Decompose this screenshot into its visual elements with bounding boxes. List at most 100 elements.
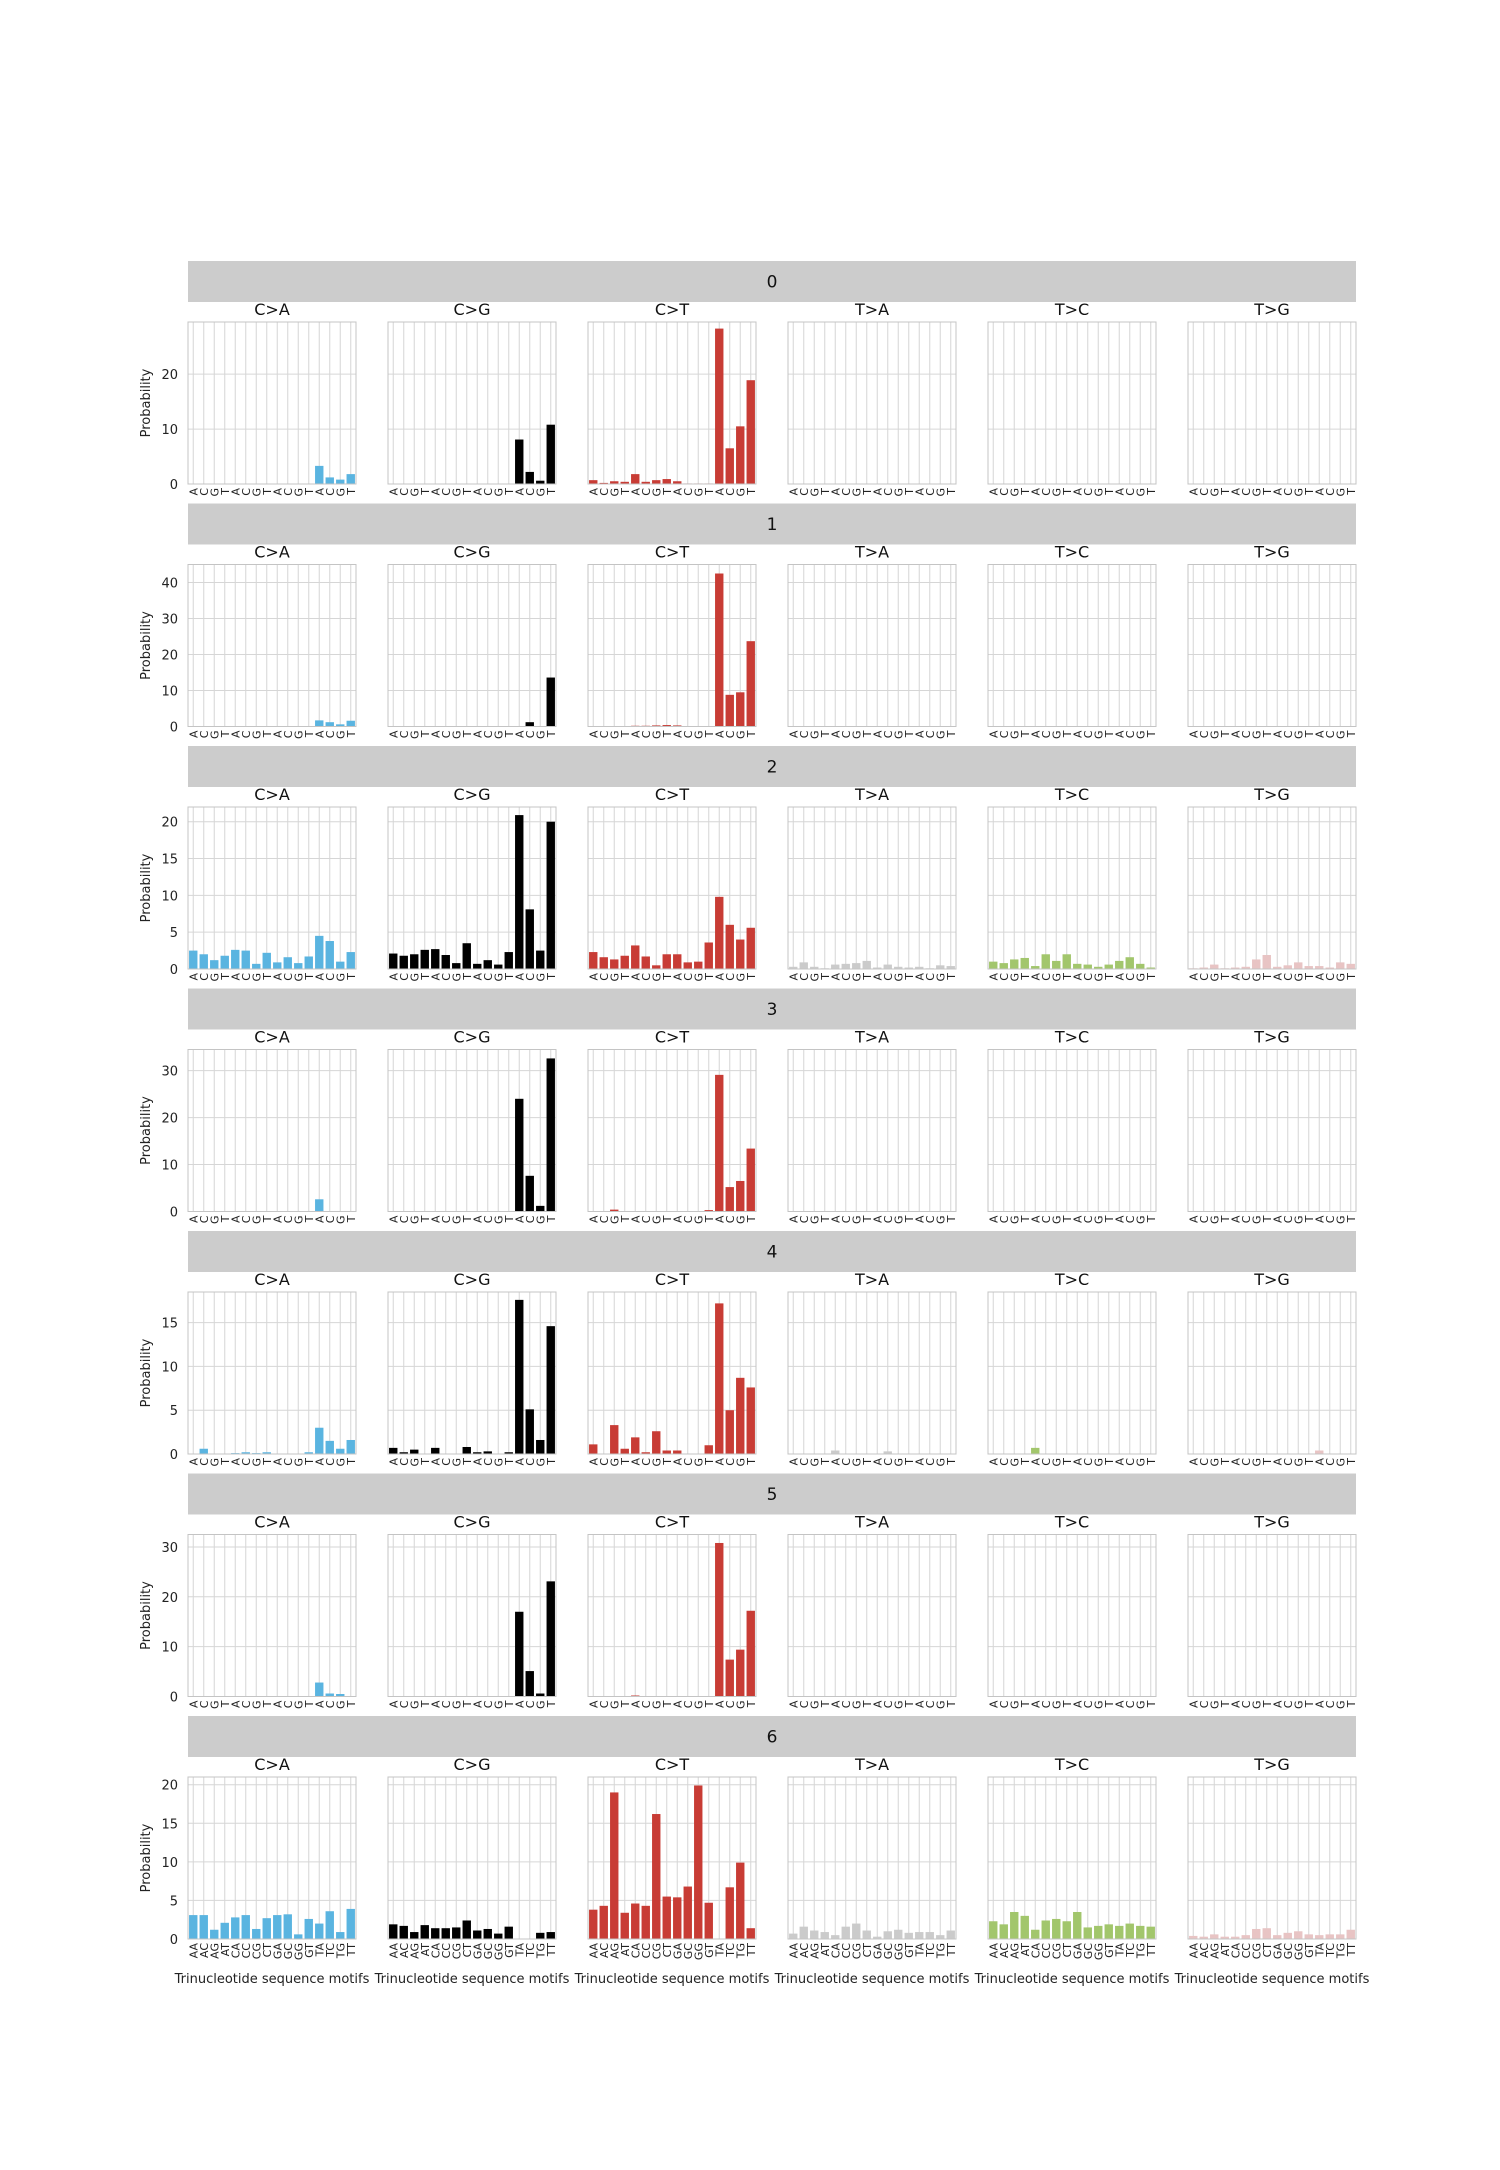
bar-C>G-GT: [504, 1452, 513, 1454]
x-tick-label: A: [229, 1215, 242, 1223]
panel-frame: [987, 1049, 1157, 1212]
x-tick-label: C: [1324, 1700, 1337, 1708]
x-tick-label: C: [398, 973, 411, 981]
panel-frame: [1187, 321, 1357, 485]
x-tick-label: T: [303, 1700, 316, 1708]
bar-T>C-GA: [1073, 1912, 1082, 1939]
bar-T>C-CG: [1052, 960, 1061, 969]
bar-C>G-GA: [473, 1452, 482, 1454]
panel-title: C>G: [454, 543, 491, 562]
x-tick-label: C: [724, 973, 737, 981]
bar-C>T-AG: [610, 1425, 619, 1454]
bar-C>G-AG: [410, 1932, 419, 1939]
x-tick-label: A: [913, 1458, 926, 1466]
bar-T>G-CA: [1231, 967, 1240, 969]
panel-title: C>T: [655, 1755, 690, 1774]
bar-T>G-GA: [1273, 1935, 1282, 1939]
x-tick-label: T: [703, 1700, 716, 1708]
bar-T>G-AC: [1199, 1936, 1208, 1939]
x-tick-label: T: [461, 1700, 474, 1708]
bar-C>T-CC: [641, 481, 650, 484]
x-tick-label: C: [524, 1215, 537, 1223]
x-tick-label: C: [1082, 1215, 1095, 1223]
bar-C>T-TG: [736, 1377, 745, 1454]
x-tick-label: C: [682, 488, 695, 496]
x-tick-label: C: [640, 730, 653, 738]
x-tick-label: C: [1198, 1458, 1211, 1466]
panel-title: T>A: [854, 1755, 889, 1774]
bar-T>C-CT: [1062, 954, 1071, 969]
x-tick-label: A: [871, 973, 884, 981]
x-tick-label: A: [1071, 1215, 1084, 1223]
bar-C>T-AG: [610, 1792, 619, 1939]
x-tick-label: AT: [619, 1943, 632, 1957]
x-tick-label: A: [429, 1215, 442, 1223]
bar-T>A-GA: [873, 967, 882, 969]
panel-frame: [987, 806, 1157, 970]
x-tick-label: G: [692, 1216, 705, 1225]
x-tick-label: CC: [440, 1943, 453, 1959]
x-tick-label: G: [1134, 1216, 1147, 1225]
x-tick-label: C: [524, 488, 537, 496]
panel-title: C>A: [254, 785, 290, 804]
x-tick-label: C: [524, 1458, 537, 1466]
bar-T>A-TA: [915, 966, 924, 969]
bar-C>T-AC: [599, 1905, 608, 1939]
bar-T>C-CA: [1031, 1929, 1040, 1939]
bar-C>T-CC: [641, 1452, 650, 1454]
x-tick-label: A: [313, 1700, 326, 1708]
bar-T>G-TT: [1346, 963, 1355, 969]
bar-C>T-GT: [704, 942, 713, 969]
bar-T>C-CT: [1062, 1921, 1071, 1939]
panel-frame: [187, 564, 357, 727]
x-tick-label: A: [229, 1458, 242, 1466]
bar-T>A-GG: [894, 966, 903, 969]
x-tick-label: A: [1071, 1458, 1084, 1466]
bar-C>T-TG: [736, 692, 745, 727]
x-tick-label: C: [640, 1700, 653, 1708]
x-tick-label: A: [1071, 1700, 1084, 1708]
x-tick-label: G: [1134, 1701, 1147, 1710]
x-tick-label: A: [1029, 973, 1042, 981]
bar-T>G-TC: [1325, 1934, 1334, 1939]
x-tick-label: A: [471, 1700, 484, 1708]
x-tick-label: C: [282, 1700, 295, 1708]
x-tick-label: G: [250, 488, 263, 497]
x-tick-label: GA: [871, 1943, 884, 1960]
panel-frame: [787, 1534, 957, 1697]
x-tick-label: A: [229, 973, 242, 981]
x-tick-label: G: [850, 1458, 863, 1467]
x-tick-label: A: [587, 1458, 600, 1466]
x-tick-label: A: [829, 973, 842, 981]
x-tick-label: A: [587, 1700, 600, 1708]
x-tick-label: T: [819, 1700, 832, 1708]
bar-C>G-AC: [399, 1925, 408, 1939]
x-tick-label: C: [640, 488, 653, 496]
bar-C>T-CC: [641, 956, 650, 969]
bar-C>A-CA: [231, 1917, 240, 1939]
x-tick-label: A: [671, 1700, 684, 1708]
x-tick-label: A: [829, 1700, 842, 1708]
x-tick-label: A: [271, 1458, 284, 1466]
x-axis-label: Trinucleotide sequence motifs: [374, 1972, 570, 1987]
x-tick-label: A: [1229, 488, 1242, 496]
x-tick-label: T: [1219, 1700, 1232, 1708]
x-tick-label: T: [461, 730, 474, 738]
panel-6-C>A: C>A05101520AAACAGATCACCCGCTGAGCGGGTTATCT…: [161, 1755, 369, 1987]
bar-C>A-CG: [252, 963, 261, 969]
bar-T>A-GA: [873, 1936, 882, 1939]
bar-C>T-TT: [746, 927, 755, 969]
bar-T>C-TA: [1115, 1925, 1124, 1939]
bar-C>A-TT: [346, 474, 355, 484]
bar-C>A-TT: [346, 1439, 355, 1454]
panel-title: C>T: [655, 543, 690, 562]
x-tick-label: A: [1113, 730, 1126, 738]
x-tick-label: C: [798, 488, 811, 496]
x-tick-label: G: [1050, 1701, 1063, 1710]
x-tick-label: T: [261, 973, 274, 981]
x-tick-label: G: [808, 488, 821, 497]
x-tick-label: C: [882, 1700, 895, 1708]
